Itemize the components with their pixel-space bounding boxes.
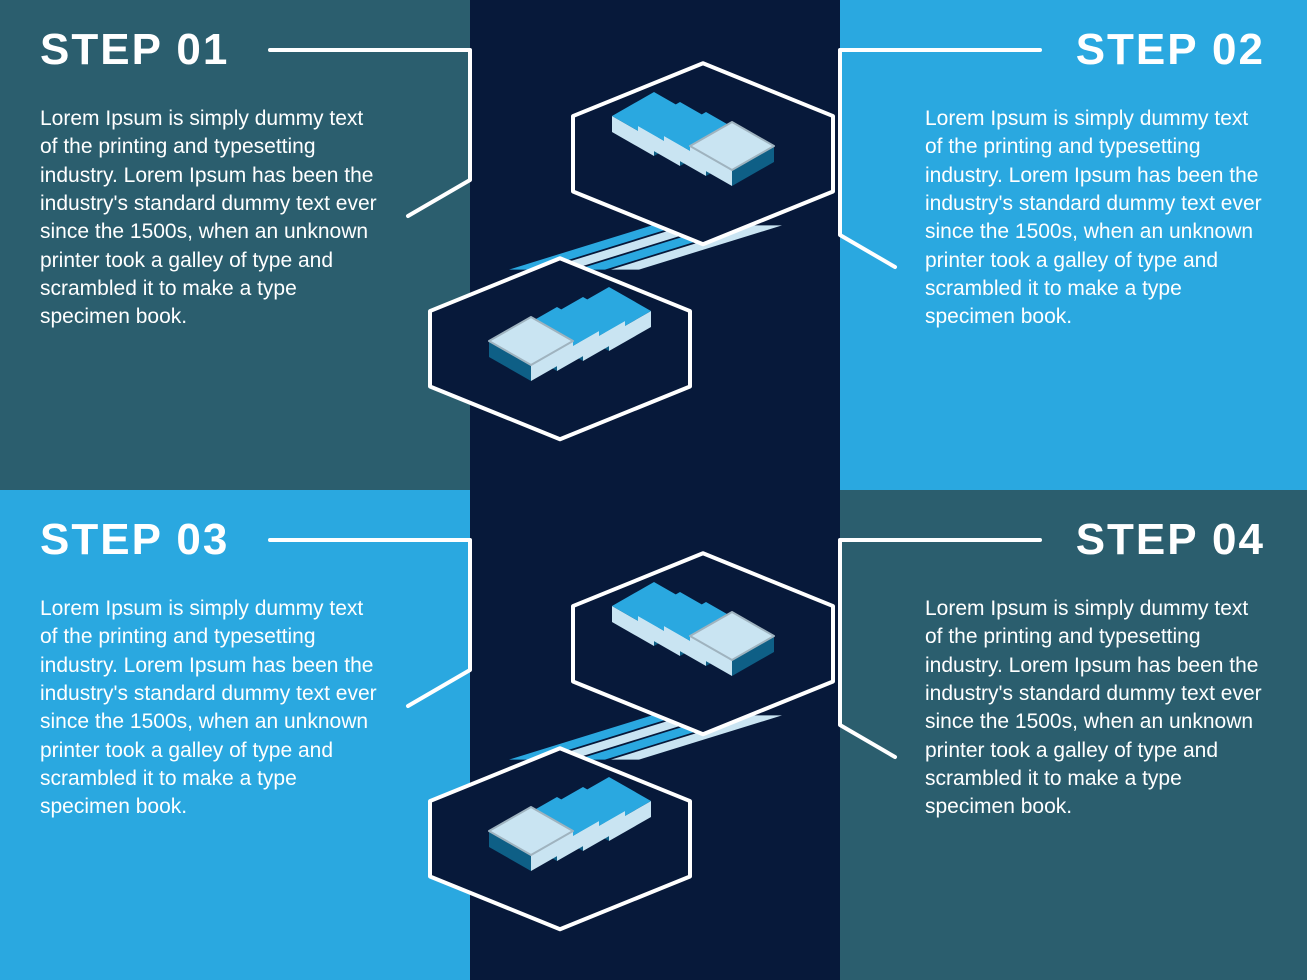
diagram-overlay (0, 0, 1307, 980)
infographic-page: STEP 01 Lorem Ipsum is simply dummy text… (0, 0, 1307, 980)
